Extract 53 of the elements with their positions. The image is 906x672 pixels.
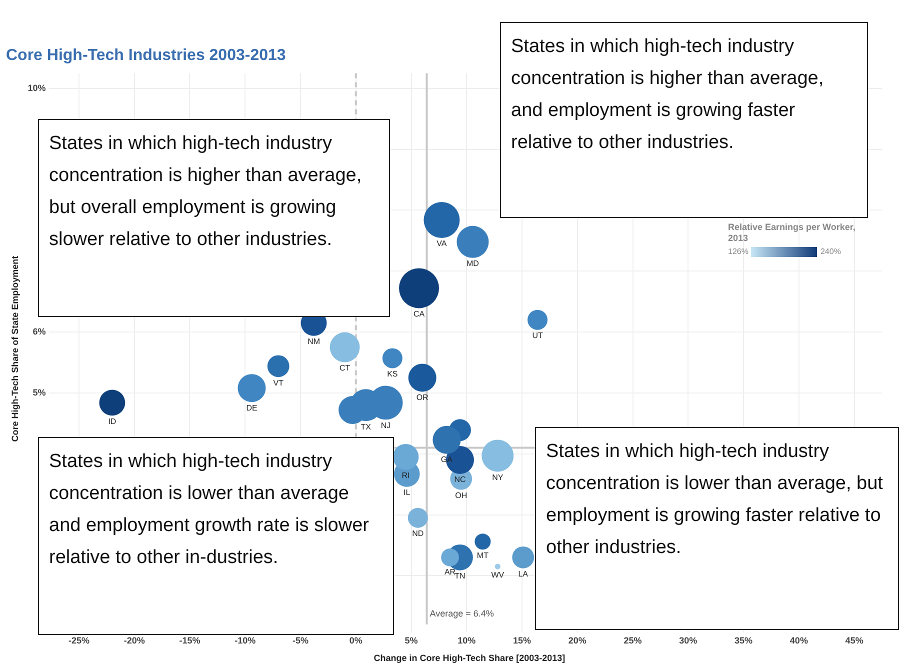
series-label: NJ — [380, 420, 391, 430]
series-label: MT — [476, 550, 489, 560]
y-tick-label: 10% — [28, 82, 46, 93]
series-label: RI — [402, 471, 410, 480]
note-box: States in which high-tech industry concentration is higher than average, and employment is growing faster relative to other industries. — [500, 22, 868, 218]
series-label: VT — [273, 378, 284, 388]
x-tick-label: 15% — [513, 635, 532, 646]
x-tick-label: -25% — [68, 635, 90, 646]
x-tick-label: -5% — [292, 635, 308, 646]
annotation: 240% — [820, 246, 841, 257]
series-label: TX — [360, 422, 372, 432]
x-tick-label: 0% — [349, 635, 362, 646]
series-label: CA — [413, 309, 426, 318]
series-label: KS — [387, 369, 398, 378]
series-label: LA — [518, 570, 529, 579]
note-box: States in which high-tech industry concentration is lower than average and employment growth rate is slower relative to other in-dustries. — [38, 437, 394, 635]
series-label: NM — [308, 337, 320, 346]
y-axis-title: Core High-Tech Share of State Employment — [10, 256, 20, 442]
series-label: ID — [108, 416, 116, 426]
series-label: IL — [403, 488, 411, 498]
series-label: ND — [412, 529, 424, 538]
x-tick-label: 30% — [679, 635, 698, 646]
series-label: AR — [444, 568, 456, 577]
x-tick-label: 5% — [404, 635, 418, 646]
x-tick-label: 35% — [734, 635, 753, 646]
chart-title: Core High-Tech Industries 2003-2013 — [6, 47, 286, 64]
series-label: OR — [416, 392, 429, 402]
x-tick-label: 20% — [568, 635, 586, 646]
note-box: States in which high-tech industry concentration is higher than average, but overall employment is growing slower relative to other industries. — [38, 119, 390, 317]
x-tick-label: -20% — [124, 635, 145, 646]
x-tick-label: 40% — [790, 635, 808, 646]
series-label: UT — [532, 331, 543, 340]
color-bar-title: Relative Earnings per Worker, 2013 — [728, 222, 856, 244]
series-label: MD — [466, 259, 480, 268]
x-tick-label: 25% — [624, 635, 642, 646]
series-label: NC — [454, 475, 466, 484]
series-label: VA — [436, 239, 448, 248]
series-label: NY — [492, 472, 504, 482]
series-label: CT — [339, 363, 350, 372]
series-label: DE — [246, 403, 258, 412]
y-tick-label: 6% — [32, 326, 46, 337]
series-label: OH — [455, 490, 468, 500]
series-label: TN — [454, 572, 466, 581]
note-box: States in which high-tech industry concentration is lower than average, but employment is growing faster relative to other industries. — [535, 427, 899, 630]
annotation: 126% — [728, 246, 748, 257]
ref-line-label: Average = 6.4% — [430, 608, 494, 618]
y-tick-label: 5% — [32, 387, 46, 398]
x-tick-label: 10% — [458, 635, 476, 646]
x-tick-label: 45% — [845, 635, 864, 646]
x-tick-label: -15% — [179, 635, 200, 646]
series-label: WV — [491, 570, 505, 580]
x-axis-title: Change in Core High-Tech Share [2003-2013] — [374, 653, 566, 664]
x-tick-label: -10% — [234, 635, 256, 646]
